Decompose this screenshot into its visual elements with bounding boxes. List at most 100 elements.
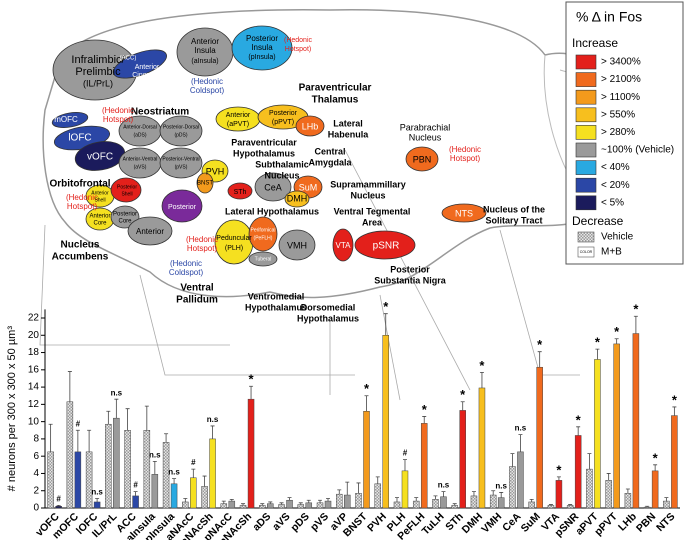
region-label: Hotspot)	[187, 244, 218, 253]
error-bar	[394, 497, 399, 502]
region-label: Anterior	[191, 37, 219, 46]
error-bar	[152, 460, 157, 475]
bar	[663, 500, 670, 509]
bar	[594, 359, 601, 509]
legend-swatch	[577, 246, 595, 258]
region-label: Subthalamic	[255, 159, 309, 169]
legend-swatch	[575, 195, 597, 211]
error-bar	[460, 401, 465, 411]
region-label: Insula	[251, 43, 273, 52]
error-bar	[402, 459, 407, 471]
significance-mark: *	[672, 392, 678, 407]
region-label: lOFC	[68, 133, 91, 144]
bar	[632, 333, 640, 509]
legend-decrease: Decrease	[572, 214, 624, 228]
bar	[66, 401, 74, 509]
error-bar	[633, 315, 638, 334]
brain-region	[196, 172, 214, 194]
brain-region	[405, 146, 439, 172]
brain-region	[441, 203, 487, 223]
error-bar	[499, 492, 504, 498]
bar	[363, 411, 370, 509]
error-bar	[510, 453, 515, 467]
x-tick-label: aDS	[250, 511, 273, 534]
error-bar	[191, 468, 196, 478]
error-bar	[625, 488, 630, 494]
legend: % Δ in Fos Increase > 3400% > 2100% > 1100% >…	[565, 1, 684, 265]
bar	[93, 501, 101, 509]
bar	[470, 495, 478, 509]
legend-swatch	[575, 160, 597, 175]
region-label: Accumbens	[52, 252, 109, 263]
brain-region	[295, 115, 325, 137]
legend-label: Vehicle	[601, 232, 634, 243]
error-bar	[241, 503, 246, 506]
region-label: Amygdala	[308, 157, 352, 167]
region-label: VMH	[287, 240, 307, 250]
region-label: Hotspot)	[103, 115, 134, 124]
legend-swatch-tag: COLOR	[580, 250, 593, 254]
brain-region	[254, 172, 292, 202]
region-label: Nucleus	[61, 240, 100, 251]
error-bar	[672, 406, 677, 416]
bar	[228, 500, 236, 509]
error-bar	[595, 348, 600, 360]
error-bar	[345, 481, 350, 496]
region-label: Shell	[121, 191, 132, 197]
bar	[286, 499, 293, 509]
error-bar	[556, 476, 561, 481]
region-label: (aInsula)	[191, 58, 218, 65]
legend-label: > 2100%	[601, 74, 641, 85]
bar	[478, 387, 486, 509]
significance-mark: #	[133, 481, 138, 490]
region-label: Anterior-Ventral	[123, 156, 158, 162]
bar	[47, 451, 54, 509]
bar	[401, 470, 409, 509]
error-bar	[383, 313, 388, 336]
legend-swatch	[575, 125, 597, 140]
legend-increase: Increase	[572, 36, 618, 50]
significance-mark: *	[595, 335, 601, 350]
region-label: Substantia Nigra	[374, 275, 447, 285]
legend-swatch	[575, 107, 597, 123]
region-label: Hotspot)	[285, 46, 311, 53]
y-tick-label: 16	[28, 364, 40, 375]
significance-mark: n.s	[515, 424, 527, 433]
y-tick-label: 18	[28, 347, 40, 358]
significance-mark: *	[364, 381, 370, 396]
legend-swatch	[577, 231, 595, 243]
y-tick-label: 4	[33, 468, 39, 479]
significance-mark: *	[537, 337, 543, 352]
brain-region	[159, 147, 203, 179]
bar	[151, 474, 159, 509]
region-label: Area	[362, 217, 383, 227]
region-label: PVH	[206, 166, 225, 176]
legend-label: < 5%	[601, 197, 624, 208]
y-tick-label: 22	[28, 313, 40, 324]
y-tick-label: 10	[28, 416, 40, 427]
region-label: (pPVT)	[272, 119, 294, 126]
x-tick-label: PVH	[365, 511, 389, 535]
bar	[517, 451, 524, 509]
region-label: (ACC)	[120, 56, 137, 62]
error-bar	[183, 498, 188, 502]
region-label: SuM	[299, 182, 318, 192]
legend-label: < 20%	[601, 180, 630, 191]
brain-region	[113, 49, 167, 79]
region-label: Insula	[194, 46, 216, 55]
region-label: Ventral Tegmental	[334, 206, 411, 216]
region-label: (pInsula)	[248, 54, 275, 61]
region-label: LHb	[302, 121, 319, 131]
region-label: (Hedonic	[284, 37, 313, 44]
significance-mark: #	[191, 458, 196, 467]
brain-region	[110, 177, 142, 203]
x-tick-label: pVS	[308, 511, 331, 534]
region-label: (Hedonic	[449, 145, 481, 154]
error-bar	[529, 498, 534, 502]
region-label: Thalamus	[312, 95, 359, 106]
legend-label: M+B	[601, 247, 622, 258]
region-label: Ventromedial	[248, 291, 305, 301]
significance-mark: n.s	[495, 482, 507, 491]
brain-region	[248, 216, 278, 252]
region-label: Anterior	[135, 64, 160, 71]
